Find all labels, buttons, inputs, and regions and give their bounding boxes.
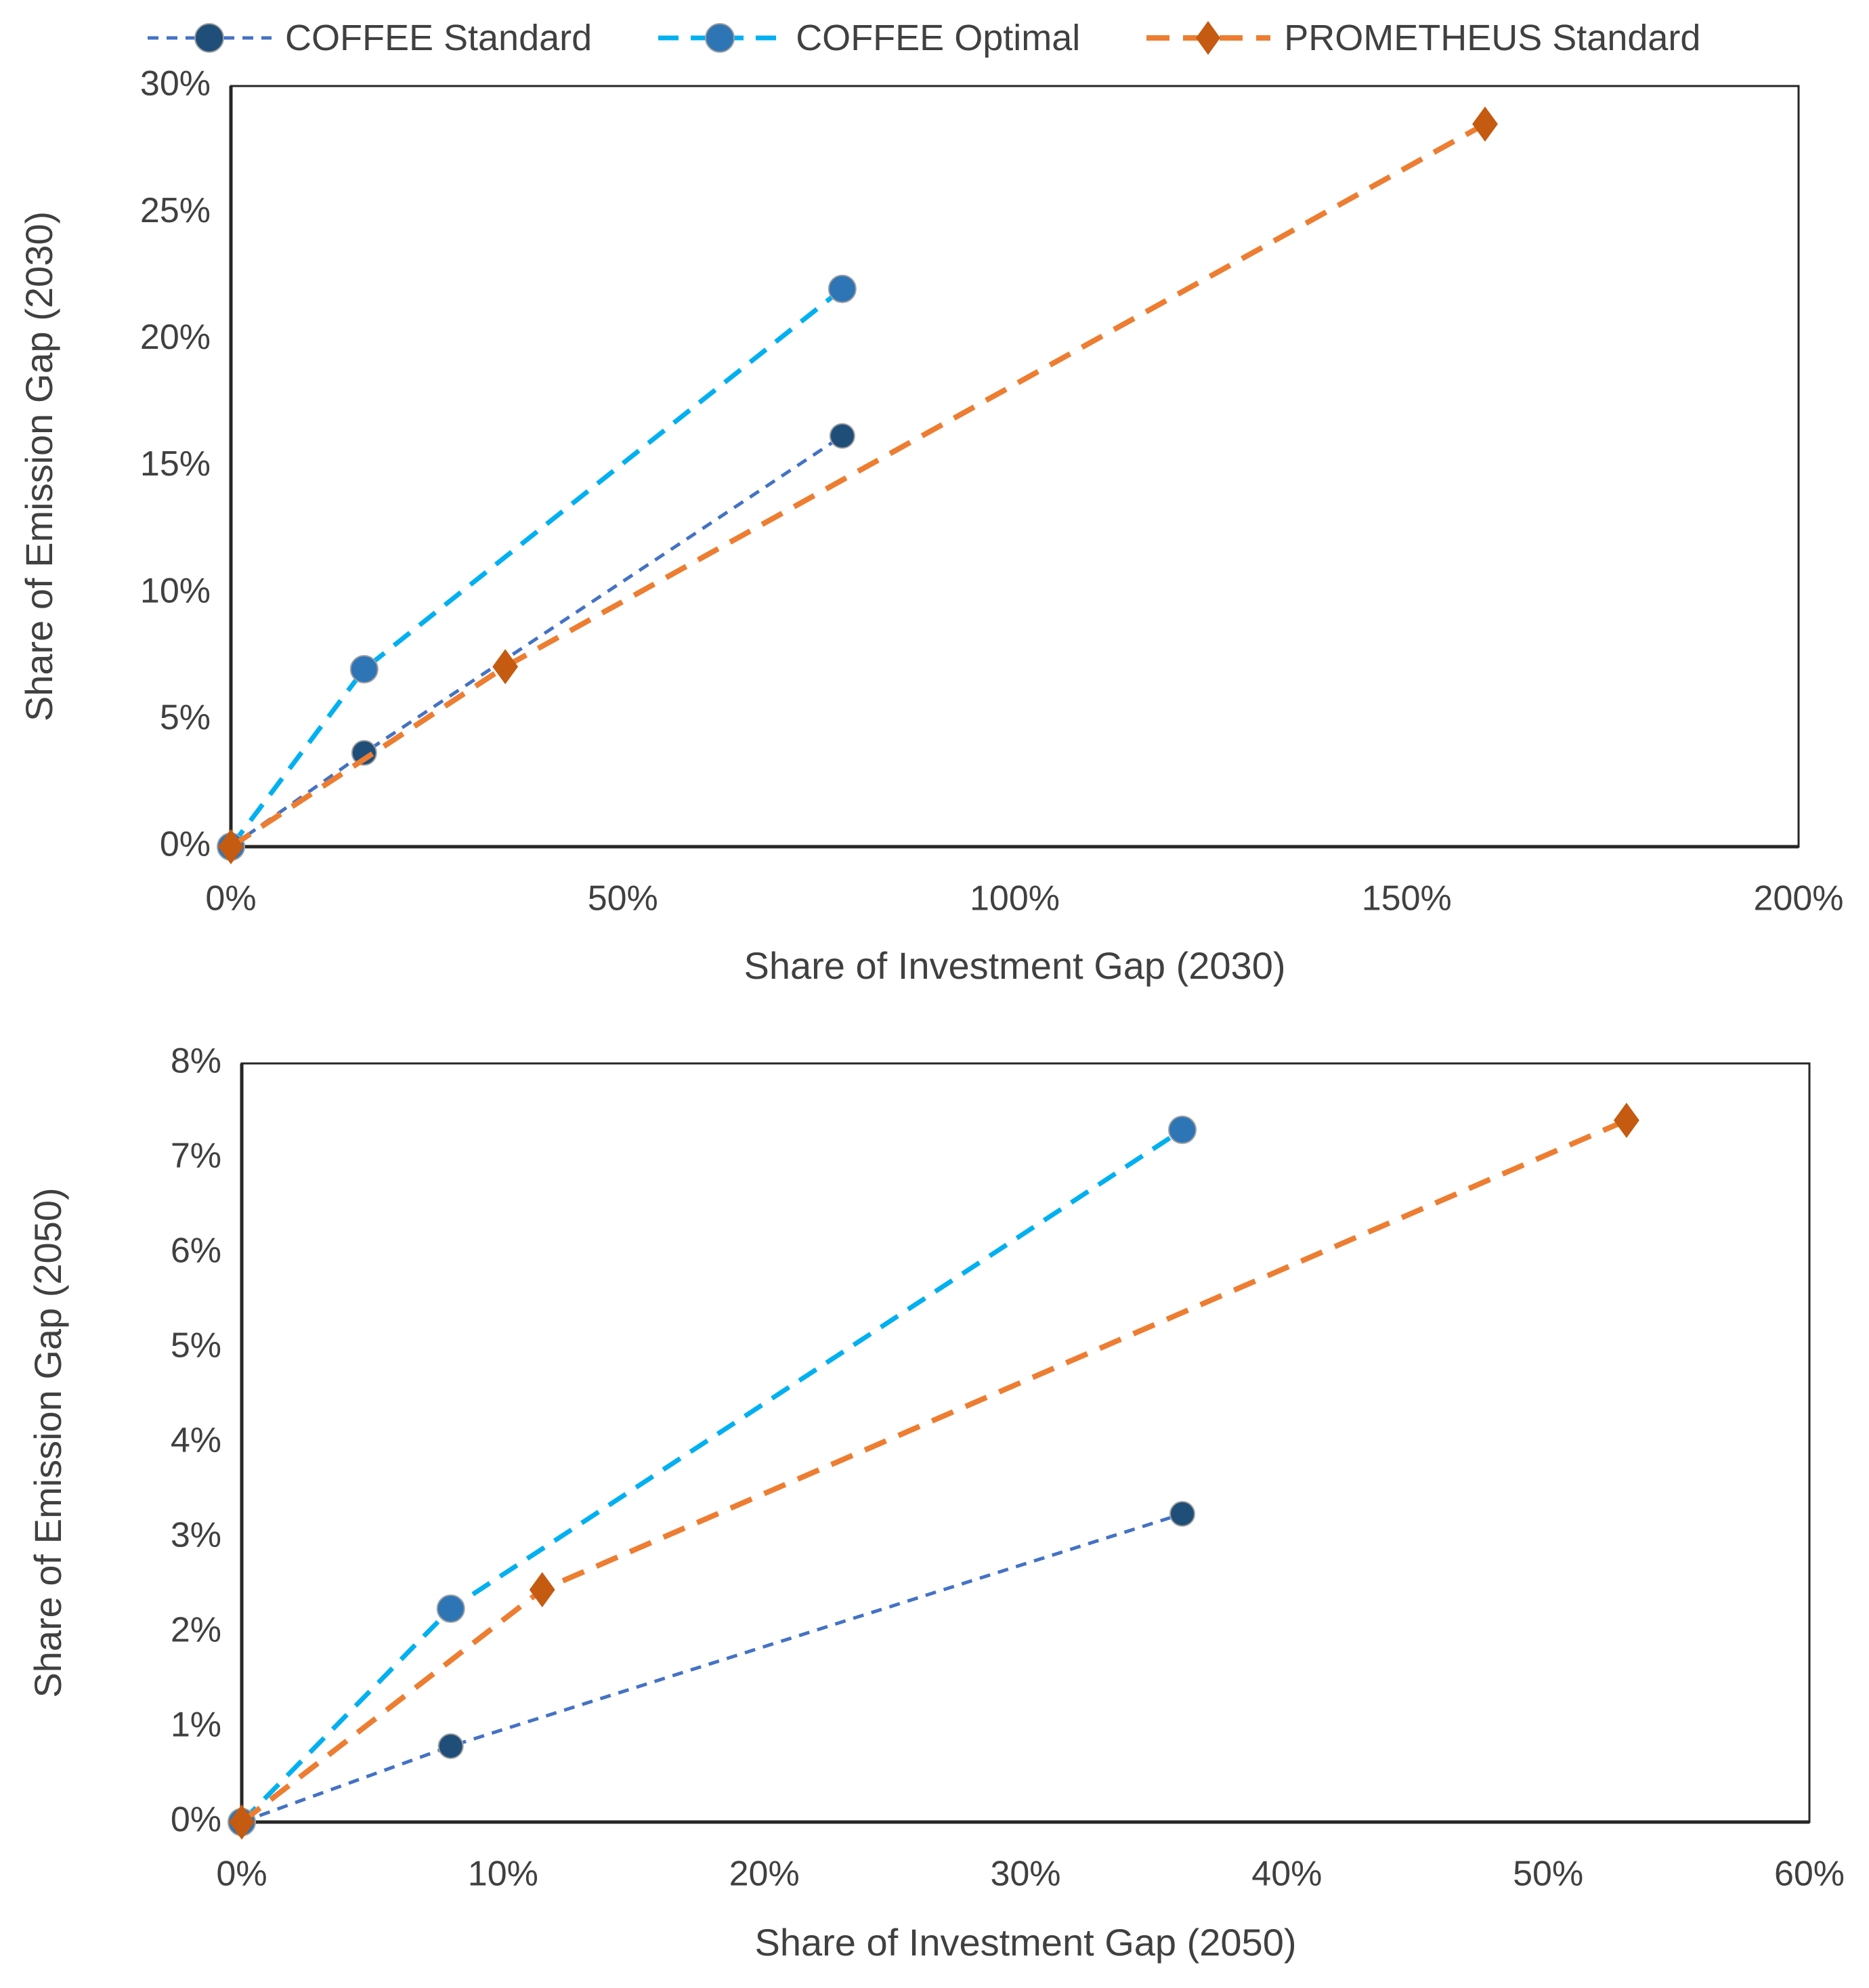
marker-diamond-prometheus-standard — [529, 1572, 555, 1607]
x-tick-label: 150% — [1362, 879, 1452, 918]
legend-label: PROMETHEUS Standard — [1284, 18, 1701, 58]
plot-frame — [240, 1062, 1811, 1823]
x-axis-title: Share of Investment Gap (2050) — [755, 1921, 1297, 1964]
y-tick-label: 7% — [171, 1137, 221, 1176]
marker-diamond-prometheus-standard — [1613, 1103, 1639, 1138]
y-tick-label: 0% — [171, 1800, 221, 1840]
legend-item-coffee-standard: COFFEE Standard — [144, 14, 592, 62]
y-tick-label: 3% — [171, 1516, 221, 1555]
y-tick-label: 5% — [171, 1326, 221, 1366]
marker-diamond-prometheus-standard — [218, 829, 244, 864]
series-line-coffee-optimal — [229, 287, 844, 849]
series-line-coffee-optimal — [240, 1128, 1184, 1824]
series-line-coffee-standard — [241, 1512, 1183, 1824]
y-tick-label: 10% — [140, 571, 211, 610]
marker-diamond-prometheus-standard — [1472, 106, 1498, 142]
x-tick-label: 30% — [990, 1855, 1060, 1894]
x-tick-label: 50% — [588, 879, 658, 918]
legend-key-prometheus-standard — [1146, 21, 1271, 55]
y-axis-title: Share of Emission Gap (2050) — [26, 1187, 69, 1697]
x-tick-label: 10% — [468, 1855, 538, 1894]
legend-key-coffee-standard — [148, 23, 272, 53]
legend-circle-icon — [194, 23, 224, 53]
chart-legend: COFFEE Standard COFFEE Optimal PROMETHEUS … — [144, 7, 1700, 69]
y-axis-title: Share of Emission Gap (2030) — [18, 211, 60, 721]
marker-circle-coffee-standard — [1169, 1501, 1195, 1527]
legend-item-prometheus-standard: PROMETHEUS Standard — [1142, 14, 1700, 62]
marker-circle-coffee-optimal — [828, 274, 857, 303]
x-tick-label: 0% — [216, 1855, 267, 1894]
x-axis-title: Share of Investment Gap (2030) — [744, 944, 1286, 987]
y-tick-label: 2% — [171, 1611, 221, 1650]
chart-2030: 0% 50% 100% 150% 200% 0% 5% 10% 15% 20% 25% 30% Shar… — [18, 64, 1844, 987]
legend-circle-icon — [705, 23, 735, 53]
x-tick-label: 50% — [1513, 1855, 1583, 1894]
marker-circle-coffee-optimal — [349, 654, 379, 683]
y-tick-label: 6% — [171, 1231, 221, 1271]
x-tick-label: 60% — [1774, 1855, 1845, 1894]
marker-circle-coffee-standard — [829, 423, 855, 449]
y-tick-label: 1% — [171, 1706, 221, 1745]
x-tick-label: 20% — [729, 1855, 800, 1894]
marker-circle-coffee-standard — [437, 1733, 464, 1759]
y-tick-label: 25% — [140, 191, 211, 230]
y-tick-label: 4% — [171, 1421, 221, 1460]
y-tick-label: 15% — [140, 444, 211, 484]
series-line-prometheus-standard — [229, 121, 1486, 849]
legend-diamond-icon — [1196, 21, 1221, 55]
legend-key-coffee-optimal — [658, 23, 783, 53]
x-tick-label: 200% — [1754, 879, 1844, 918]
axis-lines — [240, 1063, 1809, 1824]
marker-diamond-prometheus-standard — [229, 1804, 255, 1840]
x-tick-label: 100% — [970, 879, 1060, 918]
marker-circle-coffee-optimal — [1168, 1116, 1197, 1144]
axis-lines — [229, 86, 1799, 849]
legend-label: COFFEE Optimal — [796, 18, 1081, 58]
series-line-prometheus-standard — [240, 1118, 1628, 1825]
marker-circle-coffee-optimal — [436, 1594, 465, 1623]
chart-2050: 0% 10% 20% 30% 40% 50% 60% 0% 1% 2% 3% 4% 5% 6% 7% 8% Sh… — [26, 1042, 1845, 1964]
marker-circle-coffee-standard — [351, 740, 377, 766]
y-tick-label: 20% — [140, 318, 211, 357]
y-tick-label: 8% — [171, 1042, 221, 1081]
y-tick-label: 5% — [160, 698, 211, 738]
x-tick-label: 0% — [205, 879, 256, 918]
y-tick-label: 0% — [160, 825, 211, 864]
legend-label: COFFEE Standard — [285, 18, 593, 58]
legend-item-coffee-optimal: COFFEE Optimal — [654, 14, 1080, 62]
plot-frame — [230, 85, 1800, 848]
y-tick-label: 30% — [140, 64, 211, 104]
marker-diamond-prometheus-standard — [492, 649, 519, 685]
x-tick-label: 40% — [1251, 1855, 1322, 1894]
